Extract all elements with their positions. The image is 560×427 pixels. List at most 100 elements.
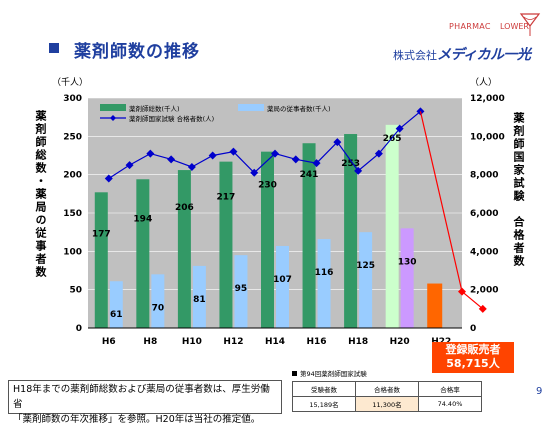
left-axis-title: 薬剤師総数・薬局の従事者数 xyxy=(34,110,47,279)
pass-count-marker xyxy=(271,149,279,158)
bar-total xyxy=(385,124,399,328)
projection-marker xyxy=(478,304,487,313)
bar-total-label: 241 xyxy=(300,170,319,180)
x-tick-label: H14 xyxy=(265,337,285,347)
left-tick-label: 300 xyxy=(63,94,82,104)
bar-total xyxy=(344,134,358,328)
bar-pharmacy xyxy=(151,274,165,328)
right-axis-title: 薬剤師国家試験 合格者数 xyxy=(512,112,525,268)
legend-label-pass: 薬剤師国家試験 合格者数(人) xyxy=(129,114,214,123)
x-tick-label: H20 xyxy=(390,337,410,347)
pass-count-marker xyxy=(229,147,238,156)
bar-pharmacy-label: 130 xyxy=(398,257,417,267)
bars: 177 61 194 70 206 81 217 95 230 107 241 116 253 125 26… xyxy=(92,124,443,328)
right-tick-label: 4,000 xyxy=(470,247,498,257)
pass-count-marker xyxy=(291,155,300,164)
pass-count-marker xyxy=(354,166,363,175)
bar-pharmacy xyxy=(317,239,331,328)
left-tick-label: 200 xyxy=(63,171,82,181)
note-line1: H18年までの薬剤師総数および薬局の従事者数は、厚生労働省 xyxy=(13,384,270,410)
legend-label-total: 薬剤師総数(千人) xyxy=(129,104,180,113)
left-tick-label: 100 xyxy=(63,247,82,257)
pass-count-line xyxy=(108,110,421,180)
pass-count-marker xyxy=(250,168,259,177)
x-tick-label: H8 xyxy=(143,337,157,347)
bar-pharmacy-label: 70 xyxy=(152,303,165,313)
pass-count-marker xyxy=(104,174,113,183)
bar-total xyxy=(136,179,150,328)
bar-pharmacy-label: 95 xyxy=(235,284,248,294)
right-tick-label: 0 xyxy=(470,324,476,334)
title-bullet-icon xyxy=(49,43,59,53)
page-title: 薬剤師数の推移 xyxy=(74,42,200,62)
bar-total-label: 230 xyxy=(258,181,277,191)
source-note: H18年までの薬剤師総数および薬局の従事者数は、厚生労働省 「薬剤師数の年次推移… xyxy=(8,380,282,425)
pass-count-marker xyxy=(146,149,155,158)
pass-count-marker xyxy=(395,124,404,133)
ticks: 0 50 100 150 200 250 300 0 2,000 4,000 6,000 8,000 1… xyxy=(63,94,505,347)
right-tick-label: 8,000 xyxy=(470,171,498,181)
exam-value-cell: 11,300名 xyxy=(355,396,419,412)
bar-pharmacy-label: 61 xyxy=(110,310,123,320)
bar-h22-registered-sellers xyxy=(427,283,443,328)
right-tick-label: 6,000 xyxy=(470,209,498,219)
pass-count-marker xyxy=(167,155,176,164)
company-name: 株式会社メディカル一光 xyxy=(393,44,531,64)
bar-total xyxy=(302,143,316,328)
left-tick-label: 150 xyxy=(63,209,82,219)
right-tick-label: 10,000 xyxy=(470,132,505,142)
x-tick-label: H10 xyxy=(182,337,202,347)
left-axis-unit: （千人） xyxy=(52,77,88,88)
right-axis-unit: （人） xyxy=(470,77,497,88)
bar-total-label: 265 xyxy=(383,134,402,144)
company-brand: メディカル一光 xyxy=(437,47,531,63)
legend-marker-pass xyxy=(110,115,116,121)
legend: 薬剤師総数(千人) 薬局の従事者数(千人) 薬剤師国家試験 合格者数(人) xyxy=(100,104,331,123)
header: 薬剤師数の推移 PHARMAC LOWER 株式会社メディカル一光 xyxy=(0,0,560,64)
exam-header-cell: 受験者数 xyxy=(292,381,356,397)
bar-total-label: 194 xyxy=(133,214,152,224)
left-tick-label: 250 xyxy=(63,132,82,142)
right-tick-label: 12,000 xyxy=(470,94,505,104)
bar-pharmacy xyxy=(234,255,248,328)
logo-text-right: LOWER xyxy=(500,22,529,31)
x-tick-label: H18 xyxy=(348,337,368,347)
exam-title-text: 第94回薬剤師国家試験 xyxy=(300,370,367,378)
bar-total-label: 253 xyxy=(341,159,360,169)
left-tick-label: 50 xyxy=(69,286,82,296)
x-tick-label: H6 xyxy=(102,337,116,347)
callout-line2: 58,715人 xyxy=(446,357,500,370)
exam-value-row: 15,189名 11,300名 74.40% xyxy=(292,396,482,412)
bar-total xyxy=(261,151,274,328)
legend-label-pharmacy: 薬局の従事者数(千人) xyxy=(267,104,331,113)
page-number: 9 xyxy=(536,386,543,397)
logo-text-left: PHARMAC xyxy=(449,22,491,31)
pharmac-flower-logo xyxy=(519,13,541,36)
left-tick-label: 0 xyxy=(76,324,82,334)
bar-pharmacy xyxy=(109,281,123,328)
exam-value-cell: 15,189名 xyxy=(292,396,356,412)
exam-header-row: 受験者数 合格者数 合格率 xyxy=(292,381,482,397)
bar-pharmacy-label: 81 xyxy=(193,295,206,305)
x-tick-label: H12 xyxy=(223,337,243,347)
registered-seller-callout: 登録販売者 58,715人 xyxy=(432,342,514,373)
exam-bullet-icon xyxy=(292,371,297,376)
bar-total xyxy=(177,170,191,328)
legend-swatch-pharmacy xyxy=(238,104,264,111)
bar-total-label: 217 xyxy=(217,193,236,203)
pass-count-marker xyxy=(312,159,321,168)
pass-count-marker xyxy=(187,163,196,171)
exam-table: 受験者数 合格者数 合格率 15,189名 11,300名 74.40% xyxy=(292,381,482,412)
pass-count-marker xyxy=(374,149,383,158)
right-tick-label: 2,000 xyxy=(470,286,498,296)
bar-total xyxy=(219,161,233,328)
pass-count-marker xyxy=(125,161,134,170)
exam-value-cell: 74.40% xyxy=(418,396,482,412)
bar-total-label: 206 xyxy=(175,203,194,213)
x-tick-label: H16 xyxy=(307,337,327,347)
pass-count-marker xyxy=(333,138,342,147)
pass-count-marker xyxy=(208,151,217,160)
company-prefix: 株式会社 xyxy=(393,49,437,62)
bar-pharmacy-label: 116 xyxy=(315,268,334,278)
